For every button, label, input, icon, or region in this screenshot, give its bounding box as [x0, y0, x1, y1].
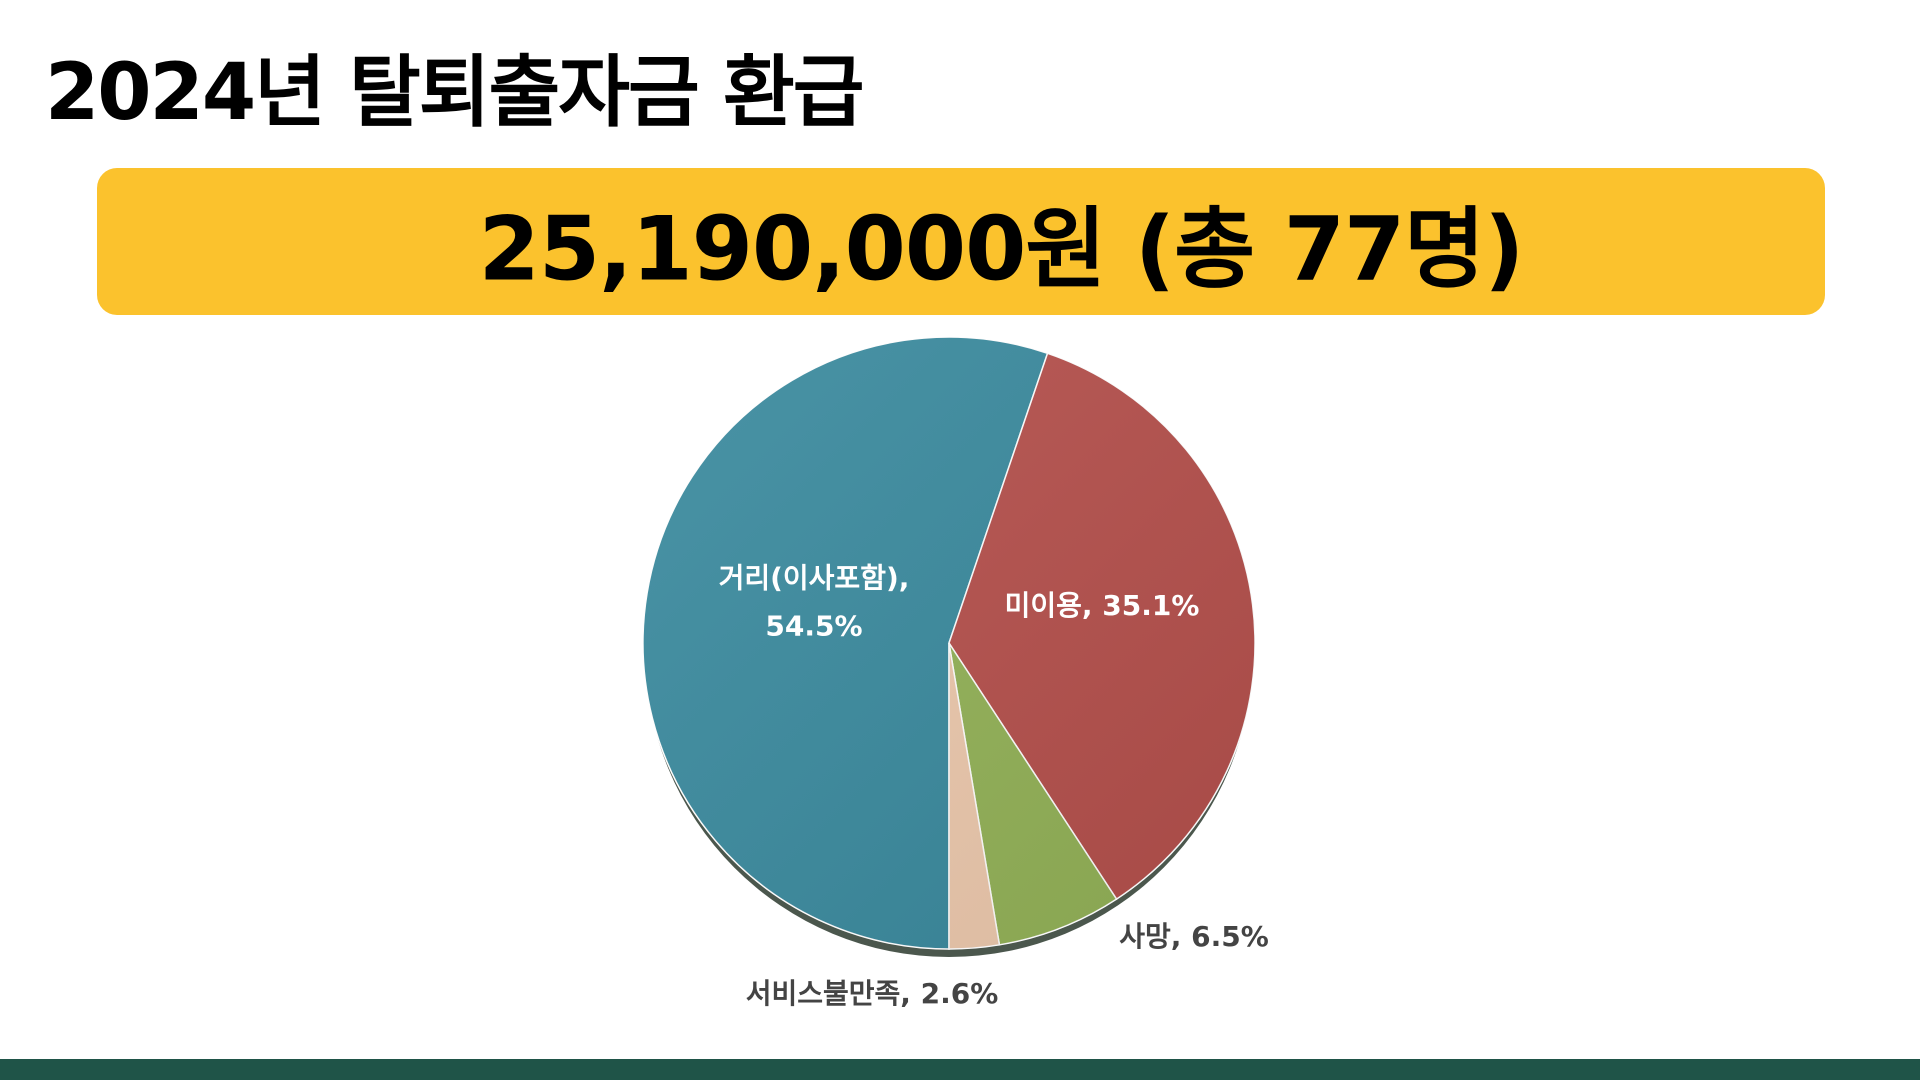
footer-bar	[0, 1059, 1920, 1080]
data-label: 서비스불만족, 2.6%	[745, 977, 999, 1011]
data-label: 미이용, 35.1%	[1004, 589, 1200, 623]
highlight-banner: 25,190,000원 (총 77명)	[97, 168, 1825, 315]
data-label: 사망, 6.5%	[1119, 920, 1269, 954]
pie-shading	[643, 337, 1255, 949]
highlight-text: 25,190,000원 (총 77명)	[478, 197, 1525, 300]
page-title: 2024년 탈퇴출자금 환급	[45, 48, 864, 138]
data-label: 거리(이사포함), 54.5%	[718, 561, 910, 642]
